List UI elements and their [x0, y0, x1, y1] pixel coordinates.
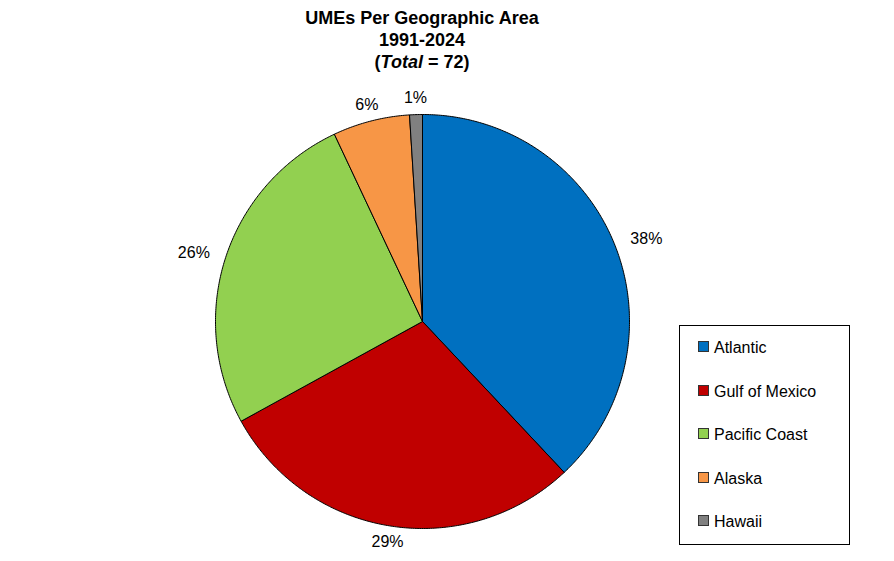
html-text:Alaska: Alaska — [714, 469, 762, 487]
html-text:Atlantic: Atlantic — [714, 339, 767, 356]
svg-text:1%: 1% — [404, 89, 427, 106]
svg-text:26%: 26% — [178, 244, 210, 261]
svg-text:29%: 29% — [372, 533, 404, 550]
html-text:Hawaii: Hawaii — [714, 513, 762, 530]
html-text:Pacific Coast: Pacific Coast — [714, 426, 808, 443]
html-text:(Total = 72): (Total = 72) — [374, 52, 470, 72]
html-text:1991-2024: 1991-2024 — [379, 30, 465, 50]
html-text:Gulf of Mexico: Gulf of Mexico — [714, 382, 817, 400]
svg-text:38%: 38% — [630, 230, 662, 247]
html-text:UMEs Per Geographic Area: UMEs Per Geographic Area — [305, 8, 539, 28]
svg-text:6%: 6% — [355, 96, 378, 113]
